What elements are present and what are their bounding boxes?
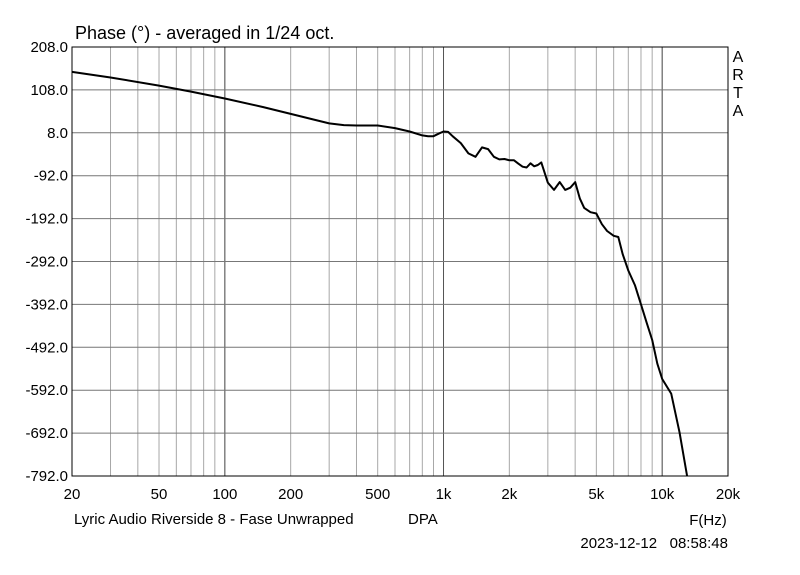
y-tick-label: -492.0 xyxy=(25,339,68,356)
y-tick-label: 208.0 xyxy=(30,39,68,56)
logo-letter: A xyxy=(733,49,744,66)
x-tick-label: 200 xyxy=(278,486,303,503)
x-tick-label: 500 xyxy=(365,486,390,503)
y-tick-label: 8.0 xyxy=(47,125,68,142)
logo-letter: R xyxy=(732,67,744,84)
x-tick-label: 20k xyxy=(716,486,741,503)
y-tick-label: -592.0 xyxy=(25,382,68,399)
y-tick-label: -192.0 xyxy=(25,211,68,228)
footer-timestamp: 2023-12-12 08:58:48 xyxy=(580,535,728,552)
footer-caption: Lyric Audio Riverside 8 - Fase Unwrapped xyxy=(74,511,354,528)
logo-letter: A xyxy=(733,103,744,120)
footer-mic: DPA xyxy=(408,511,438,528)
plot-frame xyxy=(71,46,729,477)
y-tick-label: -692.0 xyxy=(25,425,68,442)
x-tick-label: 20 xyxy=(64,486,81,503)
logo-letter: T xyxy=(733,85,743,102)
x-tick-label: 10k xyxy=(650,486,675,503)
x-axis-label: F(Hz) xyxy=(689,512,727,529)
phase-series-line xyxy=(71,70,689,477)
y-tick-label: -292.0 xyxy=(25,254,68,271)
x-tick-label: 100 xyxy=(212,486,237,503)
x-tick-label: 5k xyxy=(588,486,604,503)
y-tick-label: 108.0 xyxy=(30,82,68,99)
x-tick-label: 2k xyxy=(501,486,517,503)
y-tick-labels: 208.0 108.0 8.0 -92.0 -192.0 -292.0 -392.0 -492… xyxy=(25,39,68,485)
x-tick-labels: 20 50 100 200 500 1k 2k 5k 10k 20k xyxy=(64,486,741,503)
y-tick-label: -92.0 xyxy=(34,168,68,185)
chart-title: Phase (°) - averaged in 1/24 oct. xyxy=(75,23,334,43)
x-tick-label: 1k xyxy=(436,486,452,503)
x-tick-label: 50 xyxy=(151,486,168,503)
y-tick-label: -392.0 xyxy=(25,296,68,313)
y-tick-label: -792.0 xyxy=(25,468,68,485)
major-gridlines xyxy=(72,46,728,477)
